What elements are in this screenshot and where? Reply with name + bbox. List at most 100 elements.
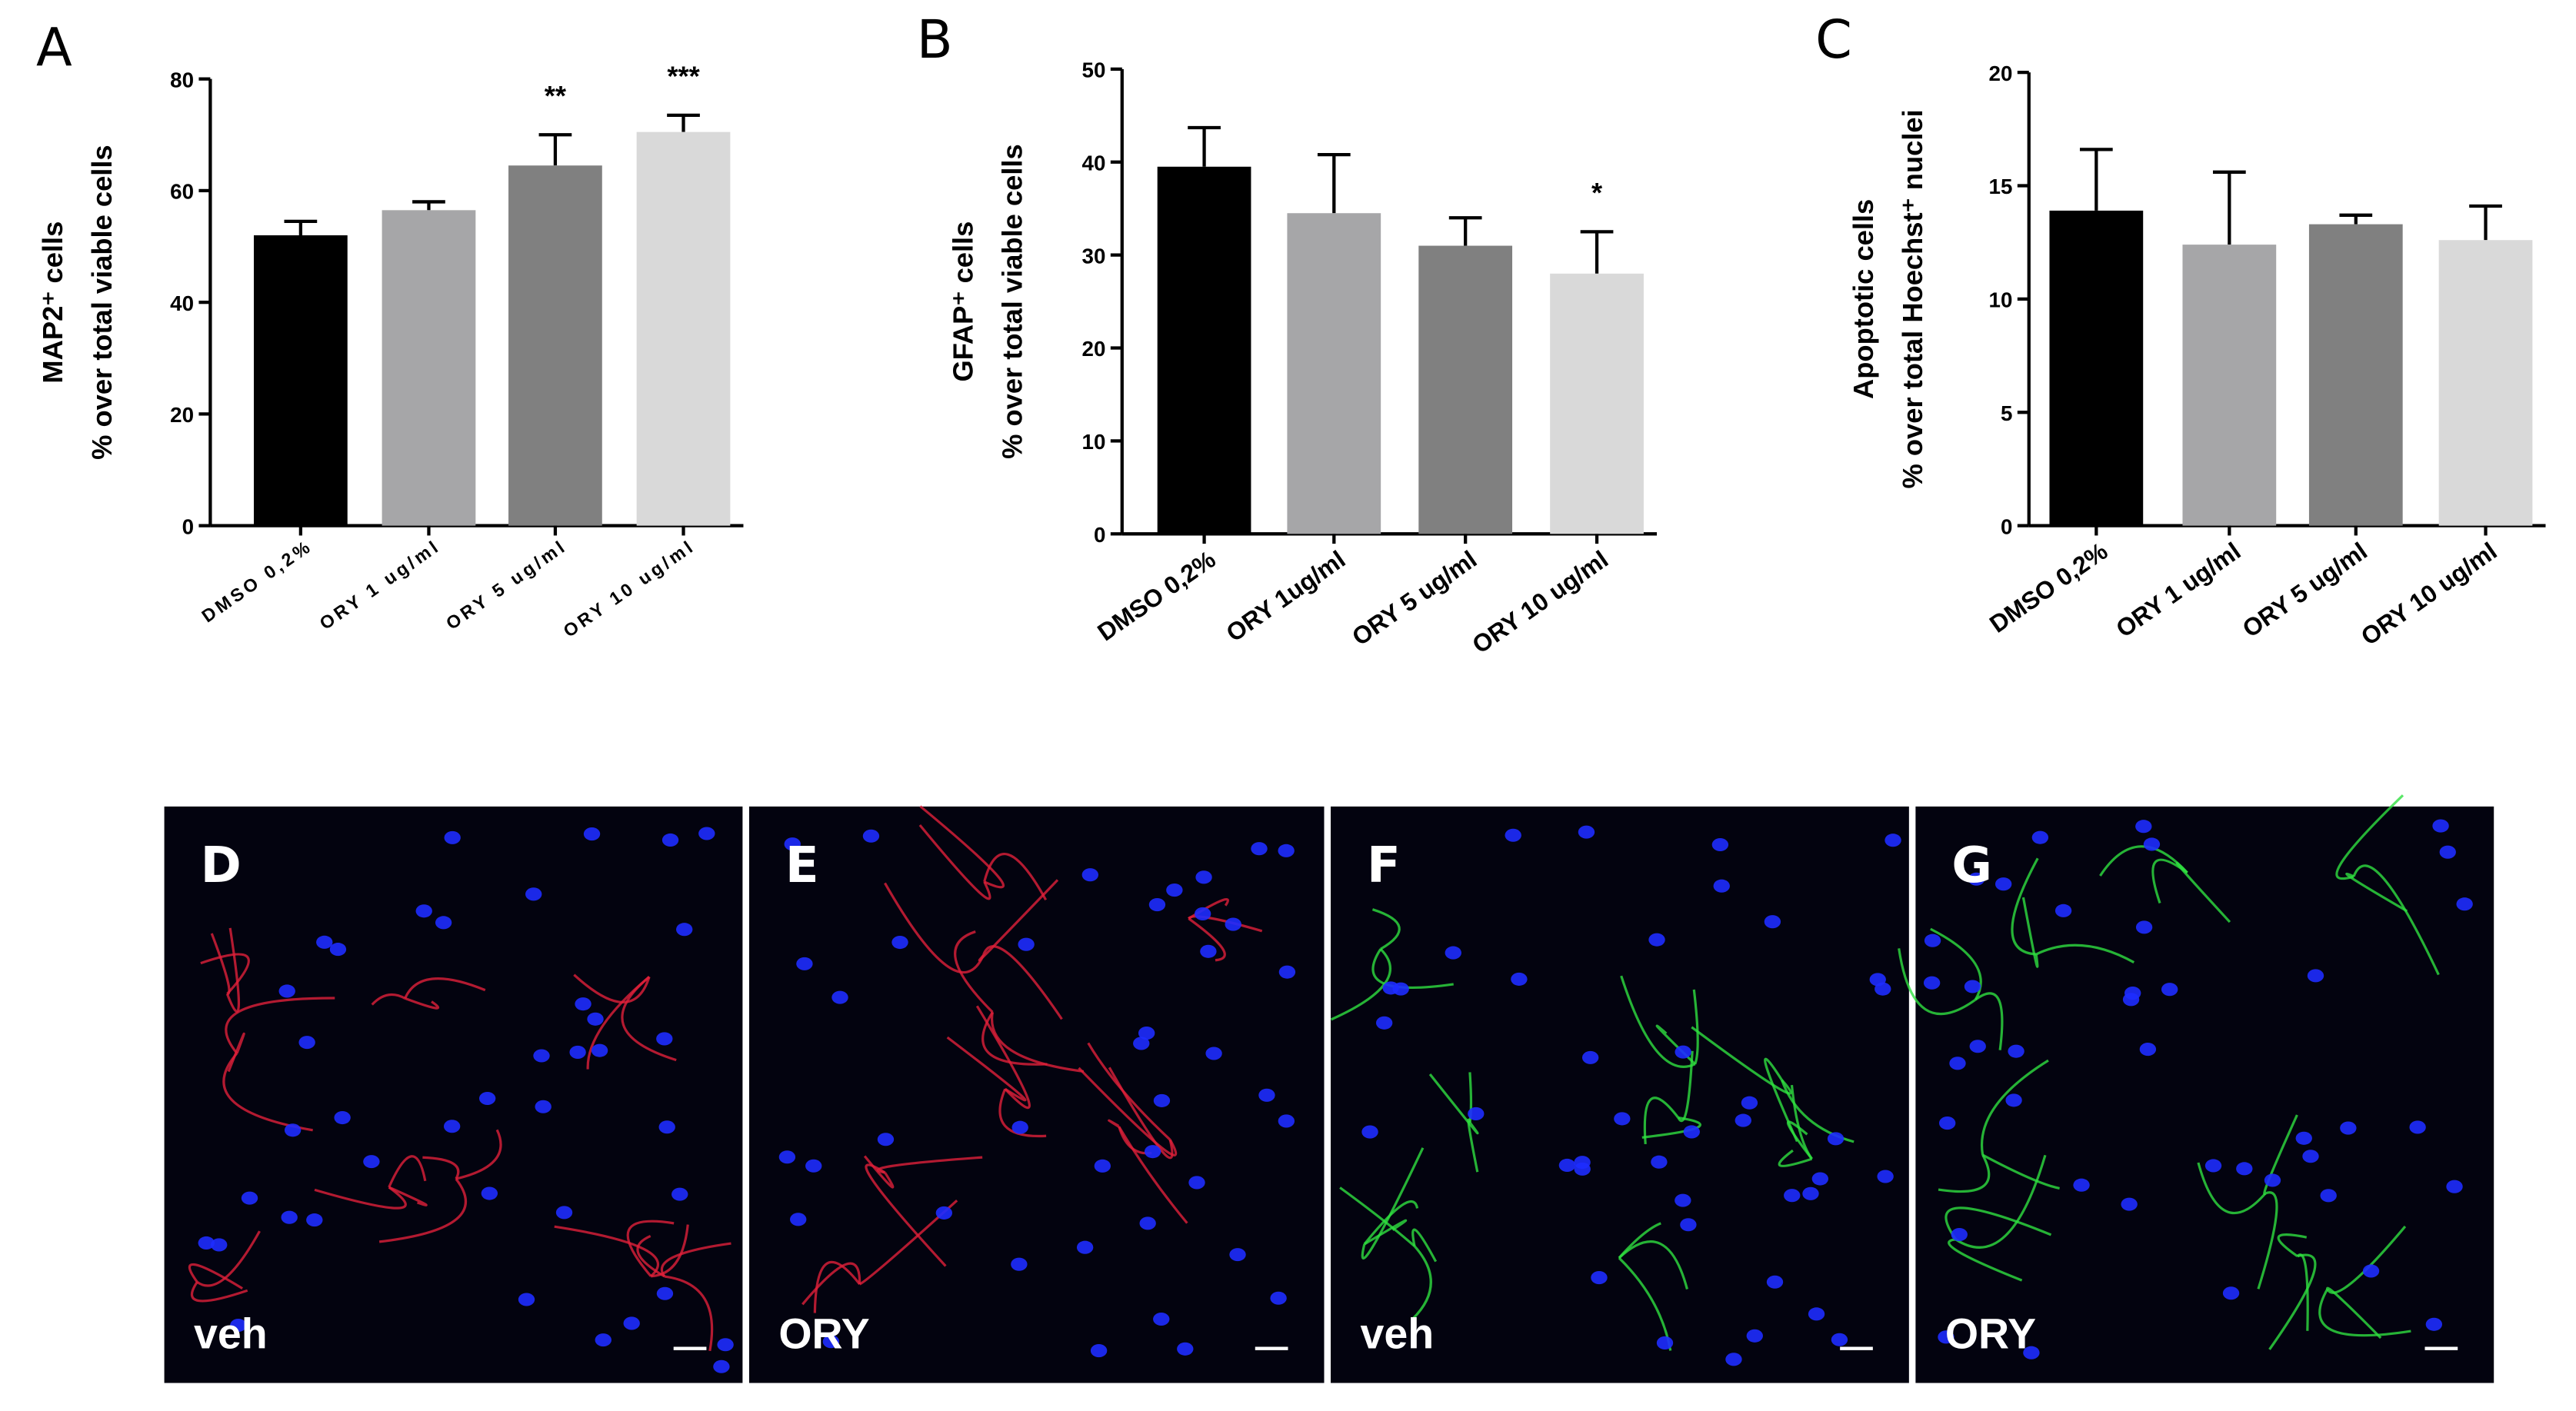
nucleus — [2362, 1264, 2380, 1278]
panel-letter: D — [201, 837, 242, 894]
panel-letter: C — [1815, 10, 1852, 71]
nucleus — [778, 1150, 796, 1164]
nucleus — [241, 1191, 258, 1205]
nucleus — [211, 1238, 228, 1252]
cell-process — [378, 1178, 467, 1243]
nucleus — [443, 1120, 461, 1133]
nucleus — [1578, 825, 1595, 839]
y-axis-label: % over total viable cells — [86, 145, 118, 460]
nucleus — [2432, 819, 2449, 833]
condition-label: ORY — [1945, 1310, 2036, 1358]
cell-process — [2318, 1288, 2411, 1337]
nucleus — [1766, 1275, 1784, 1289]
x-tick-label: ORY 1ug/ml — [1221, 545, 1351, 647]
y-tick-label: 80 — [170, 68, 194, 92]
nucleus — [1382, 981, 1399, 995]
cell-process — [626, 1220, 675, 1277]
bar — [2308, 224, 2403, 526]
x-tick-label: ORY 10 ug/ml — [2356, 537, 2502, 651]
panel-letter: G — [1951, 837, 1992, 894]
nucleus — [2446, 1180, 2463, 1193]
x-tick-label: ORY 1 ug/ml — [316, 535, 445, 634]
nucleus — [1675, 1045, 1691, 1059]
x-tick-label: DMSO 0,2% — [1092, 545, 1220, 647]
nucleus — [2236, 1162, 2253, 1176]
cell-process — [2257, 1191, 2278, 1290]
nucleus — [591, 1043, 608, 1057]
panel-letter: B — [917, 10, 953, 71]
y-tick-label: 50 — [1082, 58, 1106, 82]
nucleus — [822, 1335, 840, 1349]
nucleus — [1964, 980, 1981, 993]
nucleus — [1784, 1189, 1801, 1203]
nucleus — [717, 1338, 734, 1352]
nucleus — [1094, 1159, 1111, 1173]
nucleus — [1558, 1158, 1576, 1173]
nucleus — [1011, 1257, 1028, 1271]
cell-process — [1981, 1153, 2060, 1190]
cell-process — [196, 1230, 261, 1287]
cell-process — [651, 1224, 689, 1278]
bar — [1550, 273, 1644, 534]
nucleus — [1741, 1096, 1758, 1110]
nucleus — [535, 1100, 552, 1113]
cell-process — [1371, 948, 1454, 990]
nucleus — [796, 957, 813, 970]
nucleus — [1278, 844, 1295, 857]
cell-process — [813, 1260, 861, 1313]
nucleus — [555, 1206, 573, 1220]
x-tick-label: DMSO 0,2% — [1984, 537, 2112, 638]
nucleus — [316, 935, 333, 949]
cell-process — [1981, 1059, 2049, 1156]
nucleus — [478, 1091, 496, 1106]
nucleus — [1270, 1291, 1287, 1305]
cell-process — [2326, 1286, 2382, 1339]
nucleus — [2456, 897, 2473, 911]
y-tick-label: 0 — [1094, 523, 1105, 547]
cell-process — [455, 1129, 502, 1180]
nucleus — [1713, 879, 1730, 893]
nucleus — [298, 1036, 315, 1050]
nucleus — [1090, 1344, 1108, 1358]
nucleus — [1938, 1330, 1954, 1344]
cell-process — [1371, 908, 1401, 950]
cell-process — [2197, 1162, 2267, 1215]
nucleus — [1968, 872, 1985, 886]
nucleus — [862, 829, 880, 843]
cell-process — [1361, 1147, 1425, 1260]
nucleus — [1375, 1016, 1393, 1030]
y-tick-label: 30 — [1082, 244, 1106, 268]
nucleus — [2340, 1121, 2357, 1135]
nucleus — [2122, 993, 2140, 1007]
nucleus — [1924, 933, 1941, 947]
nucleus — [656, 1286, 674, 1300]
nucleus — [1885, 834, 1901, 847]
cell-process — [2099, 845, 2188, 877]
y-axis-label: Apoptotic cells — [1848, 199, 1879, 399]
cell-process — [554, 1225, 660, 1277]
bar — [2049, 210, 2144, 526]
cell-process — [2345, 873, 2408, 913]
y-tick-label: 15 — [1989, 175, 2013, 198]
nucleus — [444, 830, 461, 844]
cell-process — [422, 1156, 460, 1180]
cell-process — [954, 930, 994, 1013]
nucleus — [2054, 904, 2072, 917]
cell-process — [2151, 858, 2188, 904]
y-tick-label: 20 — [1082, 337, 1106, 361]
condition-label: veh — [194, 1310, 268, 1358]
bar — [2438, 240, 2533, 526]
nucleus — [658, 1120, 675, 1134]
nucleus — [1951, 1228, 1968, 1242]
nucleus — [1656, 1336, 1674, 1349]
nucleus — [1148, 898, 1166, 912]
nucleus — [2161, 983, 2178, 997]
nucleus — [1938, 1116, 1956, 1130]
nucleus — [1614, 1112, 1631, 1126]
nucleus — [2320, 1189, 2337, 1203]
nucleus — [569, 1045, 586, 1059]
nucleus — [198, 1236, 215, 1250]
nucleus — [1651, 1155, 1668, 1169]
nucleus — [1735, 1113, 1751, 1127]
cell-process — [983, 853, 1048, 901]
